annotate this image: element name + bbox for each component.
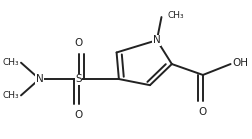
Text: O: O [74,38,83,48]
Text: CH₃: CH₃ [2,91,19,100]
Text: N: N [36,74,43,84]
Text: N: N [153,35,161,45]
Text: OH: OH [233,58,249,68]
Text: O: O [199,107,207,117]
Text: CH₃: CH₃ [2,58,19,67]
Text: S: S [75,74,82,84]
Text: CH₃: CH₃ [167,11,184,20]
Text: O: O [74,110,83,120]
